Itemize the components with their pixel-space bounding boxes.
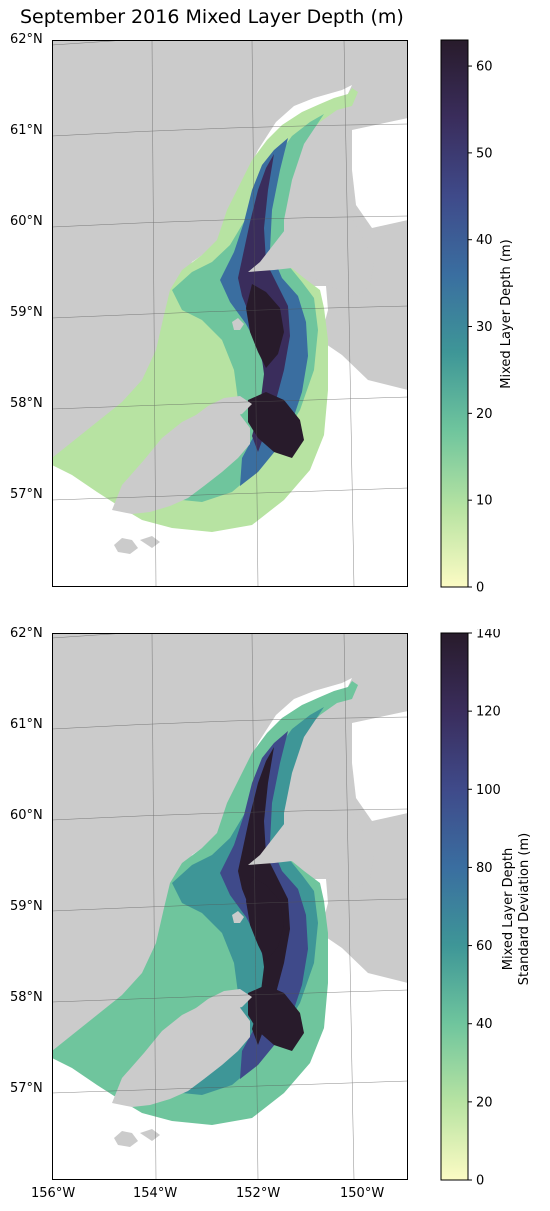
colorbar-tick-label: 140 <box>476 629 501 642</box>
lat-label-61-b: 61°N <box>10 717 43 732</box>
barren-islands <box>232 318 244 330</box>
shelf-shelikof <box>52 390 408 587</box>
kodiak-island <box>112 1001 250 1107</box>
kodiak-island <box>112 408 250 514</box>
lon-label-150: 150°W <box>340 1186 385 1201</box>
field-dark-core <box>246 877 284 961</box>
colorbar-tick-label: 20 <box>476 1095 493 1110</box>
colorbar-tick-label: 30 <box>476 320 493 335</box>
shelf-shelikof <box>52 983 408 1180</box>
field-dark-core <box>246 284 284 368</box>
lat-label-58-b: 58°N <box>10 990 43 1005</box>
colorbar-mld-fill <box>440 39 469 588</box>
colorbar-tick-label: 40 <box>476 1017 493 1032</box>
graticule <box>52 40 408 587</box>
colorbar-tick-label: 40 <box>476 233 493 248</box>
lon-label-152: 152°W <box>236 1186 281 1201</box>
colorbar-mld-std: 0 20 40 60 80 100 120 140 <box>440 629 501 1186</box>
ocean-east <box>352 118 408 228</box>
lat-label-60-b: 60°N <box>10 808 43 823</box>
small-island <box>140 1129 160 1141</box>
lat-label-62: 62°N <box>10 32 43 47</box>
colorbar-tick-label: 50 <box>476 146 493 161</box>
small-island <box>114 1131 138 1147</box>
barren-islands <box>232 911 244 923</box>
lat-label-60: 60°N <box>10 214 43 229</box>
field-dark-lower <box>248 392 304 458</box>
lat-label-62-b: 62°N <box>10 626 43 641</box>
kenai-peninsula <box>248 210 374 296</box>
colorbar-mld-label: Mixed Layer Depth (m) <box>499 239 514 389</box>
colorbar-mld-std-label: Mixed Layer Depth Standard Deviation (m) <box>501 833 533 985</box>
lat-label-57: 57°N <box>10 487 43 502</box>
colorbar-tick-label: 0 <box>476 1174 484 1186</box>
colorbar-tick-label: 60 <box>476 939 493 954</box>
map-frame <box>52 633 408 1180</box>
field-dark-lower <box>248 985 304 1051</box>
colorbar-tick-label: 60 <box>476 60 493 75</box>
small-island <box>114 538 138 554</box>
map-frame <box>52 40 408 587</box>
colorbar-tick-label: 0 <box>476 581 484 593</box>
small-island <box>140 536 160 548</box>
colorbar-tick-label: 20 <box>476 407 493 422</box>
colorbar-tick-label: 10 <box>476 494 493 509</box>
colorbar-tick-label: 80 <box>476 861 493 876</box>
kenai-peninsula <box>248 803 374 889</box>
lat-label-58: 58°N <box>10 396 43 411</box>
colorbar-mld-std-label-text: Mixed Layer Depth Standard Deviation (m) <box>501 832 532 986</box>
colorbar-mld: 0 10 20 30 40 50 60 <box>440 39 493 593</box>
ocean-east <box>352 711 408 821</box>
lat-label-59-b: 59°N <box>10 899 43 914</box>
colorbar-tick-label: 120 <box>476 705 501 720</box>
colorbar-mld-std-fill <box>440 632 469 1181</box>
graticule <box>52 633 408 1180</box>
figure-title: September 2016 Mixed Layer Depth (m) <box>20 6 404 28</box>
lon-label-154: 154°W <box>133 1186 178 1201</box>
map-mld <box>52 40 408 587</box>
map-mld-std <box>52 633 408 1180</box>
lat-label-61: 61°N <box>10 123 43 138</box>
lon-label-156: 156°W <box>31 1186 76 1201</box>
lat-label-57-b: 57°N <box>10 1081 43 1096</box>
colorbar-tick-label: 100 <box>476 783 501 798</box>
lat-label-59: 59°N <box>10 305 43 320</box>
